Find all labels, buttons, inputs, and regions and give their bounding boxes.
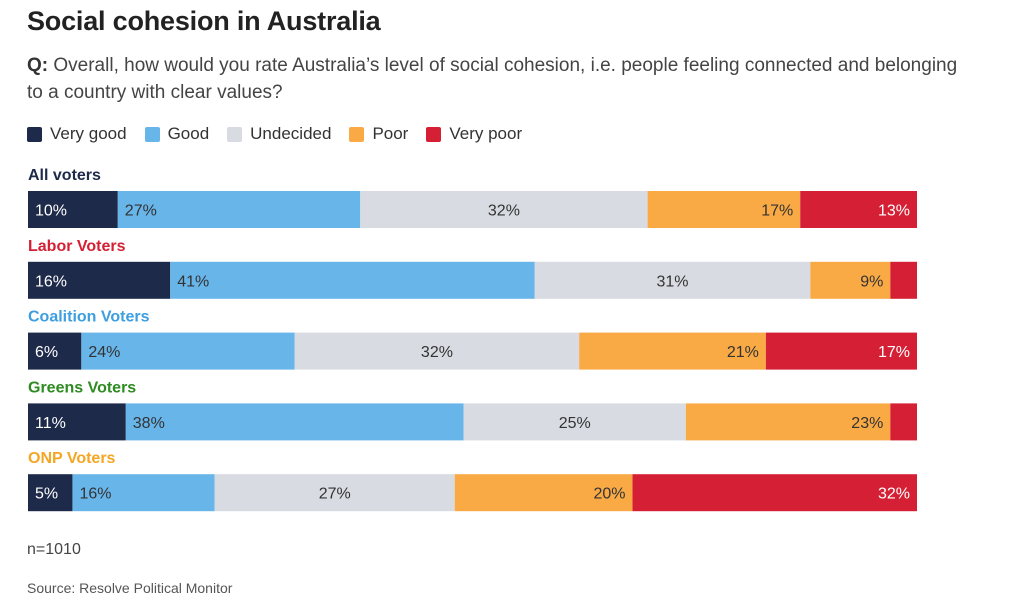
data-label: 32%: [488, 203, 520, 220]
bar-segment: [890, 261, 917, 299]
bar-segment: [294, 332, 580, 370]
data-label: 27%: [125, 203, 157, 220]
data-label: 31%: [657, 273, 689, 290]
bar-segment: [125, 403, 464, 441]
bar-segment: [685, 403, 891, 441]
stacked-bar-chart: All voters 10% 27% 32% 17% 13% Labor Voters 16%…: [28, 167, 917, 512]
group-label: Labor Voters: [28, 238, 126, 255]
data-label: 5%: [35, 486, 58, 503]
data-label: 13%: [878, 203, 910, 220]
data-label: 24%: [88, 344, 120, 361]
data-label: 16%: [35, 273, 67, 290]
data-label: 6%: [35, 344, 58, 361]
legend-label: Good: [167, 124, 210, 143]
legend-item: Very good: [27, 124, 127, 144]
legend-label: Poor: [372, 124, 409, 143]
legend-swatch: [426, 126, 442, 142]
data-label: 32%: [421, 344, 453, 361]
legend-swatch: [27, 126, 42, 142]
bar-segment: [214, 474, 455, 512]
bar-segment: [28, 191, 118, 228]
data-label: 41%: [177, 273, 209, 290]
data-label: 27%: [319, 486, 351, 503]
group-label: All voters: [28, 167, 101, 184]
data-label: 17%: [761, 203, 793, 220]
bar-segment: [765, 332, 917, 370]
group-label: Greens Voters: [28, 379, 136, 396]
data-label: 20%: [593, 486, 625, 503]
bar-segment: [28, 474, 73, 512]
bar-segment: [81, 332, 295, 370]
legend-item: Very poor: [426, 124, 522, 144]
data-label: 23%: [851, 415, 883, 432]
bar-segment: [463, 403, 686, 441]
legend-label: Undecided: [250, 124, 332, 143]
bar-segment: [72, 474, 215, 512]
bar-segment: [117, 191, 361, 228]
bar-segment: [579, 332, 766, 370]
bar-segment: [28, 261, 171, 299]
bar-segment: [632, 474, 917, 512]
bar-segment: [170, 261, 535, 299]
legend: Very good Good Undecided Poor Very poor: [27, 124, 540, 144]
data-label: 17%: [878, 344, 910, 361]
bar-segment: [890, 403, 917, 441]
chart-title: Social cohesion in Australia: [27, 6, 381, 36]
source-note: Source: Resolve Political Monitor: [27, 580, 233, 596]
data-label: 32%: [878, 486, 910, 503]
legend-swatch: [349, 126, 365, 142]
bar-segment: [360, 191, 648, 228]
sample-size: n=1010: [27, 541, 81, 558]
legend-label: Very good: [50, 124, 127, 143]
bar-segment: [800, 191, 917, 228]
data-label: 38%: [133, 415, 165, 432]
bar-segment: [454, 474, 633, 512]
group-label: Coalition Voters: [28, 309, 150, 326]
group-label: ONP Voters: [28, 450, 116, 467]
data-label: 21%: [727, 344, 759, 361]
data-label: 10%: [35, 203, 67, 220]
legend-item: Good: [144, 124, 210, 144]
legend-item: Poor: [349, 124, 408, 144]
bar-segment: [28, 332, 82, 370]
bar-segment: [647, 191, 801, 228]
bar-segment: [28, 403, 126, 441]
legend-swatch: [227, 126, 243, 142]
legend-item: Undecided: [227, 124, 331, 144]
bar-segment: [810, 261, 891, 299]
data-label: 25%: [559, 415, 591, 432]
legend-label: Very poor: [449, 124, 523, 143]
data-label: 16%: [79, 486, 111, 503]
data-label: 9%: [860, 273, 883, 290]
legend-swatch: [144, 126, 160, 142]
bar-segment: [534, 261, 811, 299]
data-label: 11%: [35, 415, 66, 432]
question-text: Q: Overall, how would you rate Australia…: [27, 52, 967, 106]
question-prefix: Q:: [27, 55, 49, 76]
question-body: Overall, how would you rate Australia’s …: [27, 55, 958, 103]
